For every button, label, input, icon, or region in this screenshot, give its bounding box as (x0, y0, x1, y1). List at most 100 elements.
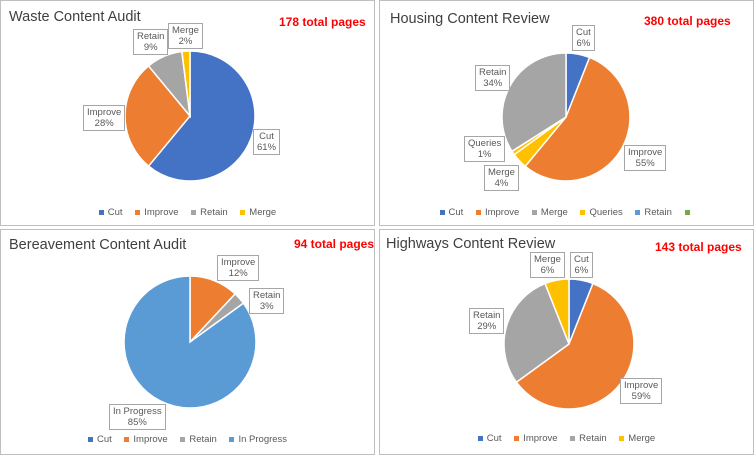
legend-swatch (635, 209, 641, 215)
chart-panel-highways: Highways Content Review 143 total pages … (379, 229, 754, 455)
slice-percent: 34% (483, 78, 503, 89)
legend-item-cut: Cut (477, 433, 502, 444)
chart-panel-waste: Waste Content Audit 178 total pages Cut 6… (0, 0, 375, 226)
data-label-improve: Improve 12% (217, 255, 260, 281)
slice-name: In Progress (113, 406, 162, 417)
legend-item-merge: Merge (619, 433, 655, 444)
data-label-improve: Improve 55% (624, 145, 667, 171)
data-label-merge: Merge 6% (530, 252, 565, 278)
legend-item-retain: Retain (570, 433, 607, 444)
legend-label: Cut (96, 434, 112, 445)
slice-percent: 55% (635, 158, 655, 169)
legend-label: Merge (540, 207, 568, 218)
slice-name: Cut (259, 131, 274, 142)
legend-swatch (580, 209, 586, 215)
chart-legend: Cut Improve Retain Merge (1, 207, 374, 218)
legend-swatch (531, 209, 537, 215)
slice-percent: 59% (631, 391, 651, 402)
slice-percent: 6% (576, 38, 591, 49)
chart-legend: Cut Improve Merge Queries Retain (380, 207, 753, 218)
legend-item-improve: Improve (135, 207, 179, 218)
pie-chart (503, 278, 635, 410)
legend-swatch (180, 436, 186, 442)
legend-swatch (124, 436, 130, 442)
slice-name: Merge (534, 254, 561, 265)
legend-item-cut: Cut (98, 207, 123, 218)
slice-percent: 9% (143, 42, 158, 53)
slice-percent: 1% (477, 149, 492, 160)
data-label-queries: Queries 1% (464, 136, 506, 162)
chart-legend: Cut Improve Retain Merge (380, 433, 753, 444)
pie-slice-improve (524, 56, 631, 182)
data-label-retain: Retain 29% (469, 308, 505, 334)
slice-percent: 6% (540, 265, 555, 276)
legend-item-retain: Retain (635, 207, 672, 218)
data-label-cut: Cut 6% (570, 252, 593, 278)
slice-percent: 85% (127, 417, 147, 428)
chart-panel-housing: Housing Content Review 380 total pages C… (379, 0, 754, 226)
data-label-retain: Retain 34% (475, 65, 511, 91)
slice-percent: 2% (178, 36, 193, 47)
legend-swatch (229, 436, 235, 442)
data-label-improve: Improve 28% (83, 105, 126, 131)
legend-label: Merge (628, 433, 656, 444)
legend-swatch (439, 209, 445, 215)
slice-percent: 4% (494, 178, 509, 189)
legend-label: Cut (448, 207, 464, 218)
legend-label: In Progress (238, 434, 288, 445)
pie-slice-in-progress (123, 275, 257, 409)
pie-slice-cut (147, 50, 256, 182)
legend-swatch (684, 209, 690, 215)
legend-label: Improve (484, 207, 520, 218)
legend-item-in-progress: In Progress (229, 434, 287, 445)
slice-percent: 12% (228, 268, 248, 279)
legend-item-unnamed (684, 207, 694, 218)
legend-item-cut: Cut (439, 207, 464, 218)
slice-name: Improve (624, 380, 659, 391)
slice-percent: 29% (477, 321, 497, 332)
legend-swatch (87, 436, 93, 442)
legend-swatch (475, 209, 481, 215)
chart-legend: Cut Improve Retain In Progress (1, 434, 374, 445)
total-pages: 178 total pages (279, 15, 366, 29)
legend-swatch (98, 209, 104, 215)
legend-item-merge: Merge (531, 207, 568, 218)
legend-swatch (514, 435, 520, 441)
pie-chart (123, 275, 257, 409)
legend-item-improve: Improve (124, 434, 168, 445)
data-label-retain: Retain 3% (249, 288, 285, 314)
data-label-merge: Merge 2% (168, 23, 203, 49)
pie-slice-retain (503, 282, 570, 384)
data-label-merge: Merge 4% (484, 165, 519, 191)
slice-name: Improve (628, 147, 663, 158)
data-label-improve: Improve 59% (620, 378, 663, 404)
legend-label: Cut (107, 207, 123, 218)
slice-name: Cut (576, 27, 591, 38)
legend-swatch (477, 435, 483, 441)
legend-label: Improve (133, 434, 168, 445)
legend-label: Retain (579, 433, 607, 444)
total-pages: 380 total pages (644, 14, 731, 28)
chart-title: Waste Content Audit (9, 9, 141, 25)
chart-title: Bereavement Content Audit (9, 237, 187, 253)
slice-percent: 61% (257, 142, 277, 153)
legend-swatch (619, 435, 625, 441)
slice-name: Improve (221, 257, 256, 268)
slice-name: Retain (479, 67, 507, 78)
slice-name: Retain (253, 290, 281, 301)
legend-item-merge: Merge (240, 207, 276, 218)
slice-percent: 3% (259, 301, 274, 312)
slice-percent: 28% (94, 118, 114, 129)
legend-label: Improve (523, 433, 558, 444)
slice-percent: 6% (574, 265, 589, 276)
pie-slice-merge (544, 278, 570, 345)
slice-name: Retain (137, 31, 165, 42)
slice-name: Retain (473, 310, 501, 321)
legend-item-queries: Queries (580, 207, 623, 218)
legend-label: Merge (249, 207, 277, 218)
slice-name: Cut (574, 254, 589, 265)
legend-swatch (240, 209, 246, 215)
legend-swatch (570, 435, 576, 441)
legend-label: Cut (486, 433, 502, 444)
legend-item-improve: Improve (514, 433, 558, 444)
